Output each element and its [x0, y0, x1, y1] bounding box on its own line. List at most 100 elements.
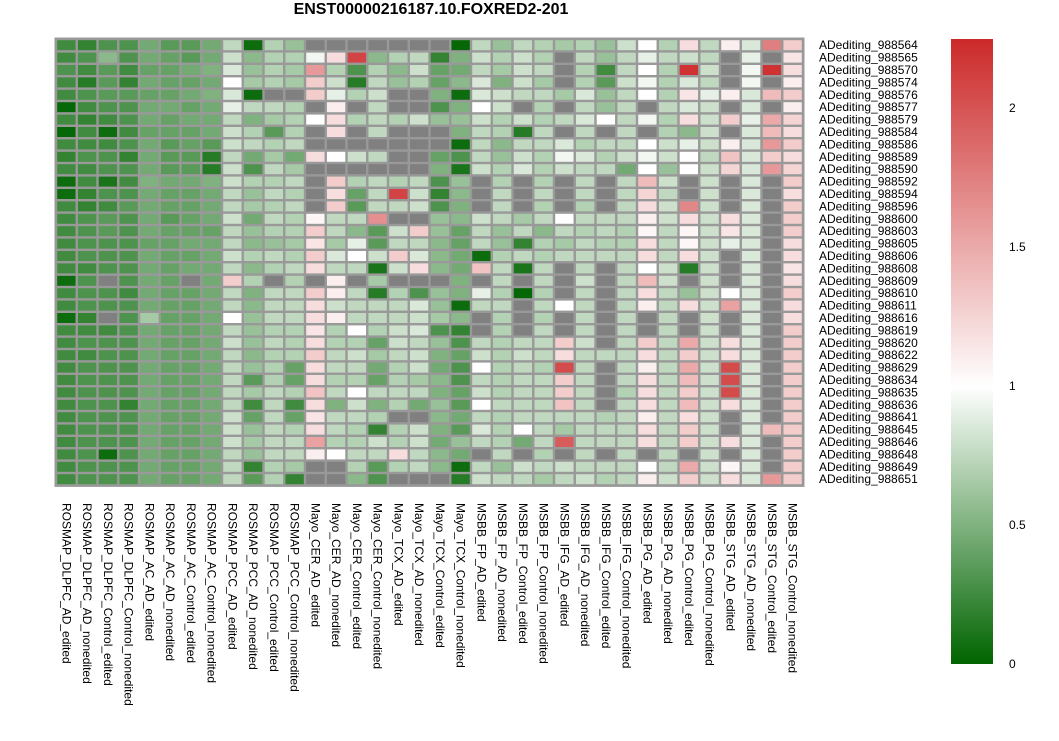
- heatmap-cell: [721, 226, 740, 237]
- heatmap-cell: [575, 139, 595, 150]
- heatmap-cell: [451, 176, 470, 187]
- heatmap-cell: [181, 424, 201, 435]
- heatmap-cell: [409, 275, 429, 286]
- heatmap-cell: [243, 189, 263, 199]
- heatmap-cell: [389, 40, 408, 51]
- heatmap-cell: [617, 350, 636, 361]
- heatmap-cell: [181, 189, 201, 199]
- heatmap-cell: [140, 424, 159, 435]
- heatmap-cell: [555, 189, 574, 199]
- heatmap-cell: [347, 399, 367, 410]
- heatmap-cell: [57, 275, 76, 286]
- heatmap-cell: [638, 449, 657, 460]
- heatmap-cell: [160, 251, 180, 261]
- heatmap-cell: [617, 139, 636, 150]
- heatmap-cell: [638, 65, 657, 75]
- heatmap-cell: [721, 89, 740, 100]
- heatmap-cell: [638, 226, 657, 237]
- heatmap-cell: [575, 424, 595, 435]
- heatmap-cell: [721, 424, 740, 435]
- heatmap-cell: [555, 275, 574, 286]
- heatmap-cell: [160, 387, 180, 398]
- heatmap-cell: [389, 251, 408, 261]
- column-label: MSBB_FP_AD_edited: [474, 503, 488, 622]
- heatmap-cell: [264, 102, 284, 113]
- heatmap-cell: [98, 65, 118, 75]
- heatmap-cell: [430, 399, 450, 410]
- column-label: Mayo_TCX_Control_nonedited: [454, 503, 468, 668]
- heatmap-cell: [596, 127, 616, 137]
- heatmap-cell: [679, 251, 699, 261]
- heatmap-cell: [679, 412, 699, 423]
- heatmap-cell: [700, 251, 719, 261]
- heatmap-cell: [98, 238, 118, 249]
- heatmap-cell: [513, 176, 533, 187]
- heatmap-cell: [223, 189, 242, 199]
- heatmap-cell: [679, 127, 699, 137]
- heatmap-cell: [202, 52, 221, 63]
- heatmap-cell: [285, 263, 304, 274]
- heatmap-cell: [347, 226, 367, 237]
- heatmap-cell: [575, 474, 595, 485]
- heatmap-cell: [783, 437, 802, 447]
- heatmap-cell: [77, 275, 97, 286]
- heatmap-cell: [638, 201, 657, 212]
- heatmap-cell: [721, 300, 740, 311]
- heatmap-cell: [140, 102, 159, 113]
- row-label: ADediting_988594: [819, 187, 918, 201]
- heatmap-cell: [326, 201, 346, 212]
- heatmap-cell: [409, 114, 429, 125]
- heatmap-cell: [409, 164, 429, 175]
- heatmap-cell: [679, 77, 699, 88]
- heatmap-cell: [306, 238, 325, 249]
- heatmap-cell: [679, 151, 699, 162]
- heatmap-cell: [223, 102, 242, 113]
- heatmap-cell: [575, 201, 595, 212]
- heatmap-cell: [57, 238, 76, 249]
- heatmap-cell: [368, 437, 387, 447]
- heatmap-cell: [430, 461, 450, 472]
- heatmap-cell: [409, 189, 429, 199]
- heatmap-cell: [534, 139, 553, 150]
- heatmap-cell: [762, 139, 782, 150]
- heatmap-cell: [472, 300, 491, 311]
- heatmap-cell: [409, 263, 429, 274]
- heatmap-cell: [555, 201, 574, 212]
- heatmap-cell: [658, 127, 678, 137]
- heatmap-cell: [409, 375, 429, 385]
- heatmap-cell: [721, 275, 740, 286]
- heatmap-cell: [783, 89, 802, 100]
- heatmap-cell: [140, 189, 159, 199]
- heatmap-cell: [243, 65, 263, 75]
- heatmap-cell: [160, 362, 180, 373]
- heatmap-cell: [451, 313, 470, 323]
- heatmap-cell: [202, 151, 221, 162]
- heatmap-cell: [98, 375, 118, 385]
- row-label: ADediting_988611: [819, 299, 917, 313]
- heatmap-cell: [409, 40, 429, 51]
- heatmap-cell: [264, 251, 284, 261]
- heatmap-cell: [472, 288, 491, 299]
- heatmap-cell: [534, 325, 553, 336]
- heatmap-cell: [119, 114, 138, 125]
- heatmap-cell: [140, 114, 159, 125]
- heatmap-cell: [223, 65, 242, 75]
- heatmap-cell: [389, 300, 408, 311]
- heatmap-cell: [700, 52, 719, 63]
- heatmap-cell: [368, 263, 387, 274]
- heatmap-cell: [181, 102, 201, 113]
- heatmap-cell: [285, 102, 304, 113]
- heatmap-cell: [638, 263, 657, 274]
- heatmap-cell: [285, 40, 304, 51]
- heatmap-cell: [617, 238, 636, 249]
- heatmap-cell: [679, 313, 699, 323]
- heatmap-cell: [638, 77, 657, 88]
- heatmap-cell: [347, 288, 367, 299]
- heatmap-cell: [534, 164, 553, 175]
- heatmap-cell: [306, 65, 325, 75]
- heatmap-cell: [264, 437, 284, 447]
- heatmap-cell: [472, 52, 491, 63]
- heatmap-cell: [679, 424, 699, 435]
- heatmap-cell: [638, 238, 657, 249]
- row-label: ADediting_988635: [819, 385, 918, 399]
